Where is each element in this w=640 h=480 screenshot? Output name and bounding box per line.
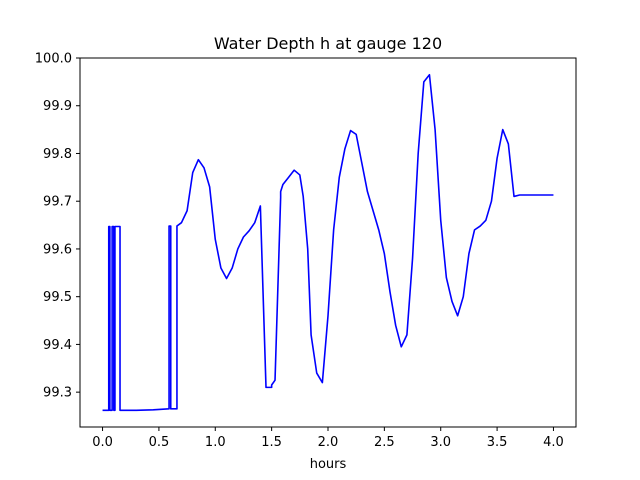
x-tick-label: 3.5 [487,435,508,450]
y-tick-label: 99.5 [43,290,72,305]
y-tick-label: 100.0 [35,52,72,67]
x-tick-label: 4.0 [543,435,564,450]
y-tick-label: 99.9 [43,99,72,114]
chart-title: Water Depth h at gauge 120 [214,34,442,53]
x-tick-label: 2.0 [318,435,339,450]
series-line-0 [102,73,554,412]
x-tick-label: 2.5 [374,435,395,450]
x-tick-label: 3.0 [430,435,451,450]
y-tick-label: 99.8 [43,147,72,162]
x-axis-label: hours [310,457,347,472]
y-tick-label: 99.7 [43,195,72,210]
y-tick-label: 99.4 [43,338,72,353]
y-axis-ticks: 99.3 99.4 99.5 99.6 99.7 99.8 99.9 100.0 [35,52,80,401]
x-tick-label: 1.0 [205,435,226,450]
y-tick-label: 99.6 [43,242,72,257]
x-tick-label: 1.5 [261,435,282,450]
x-axis-ticks: 0.0 0.5 1.0 1.5 2.0 2.5 3.0 3.5 4.0 [92,427,564,450]
y-tick-label: 99.3 [43,386,72,401]
x-tick-label: 0.0 [92,435,113,450]
series-layer [102,73,554,412]
x-tick-label: 0.5 [149,435,170,450]
